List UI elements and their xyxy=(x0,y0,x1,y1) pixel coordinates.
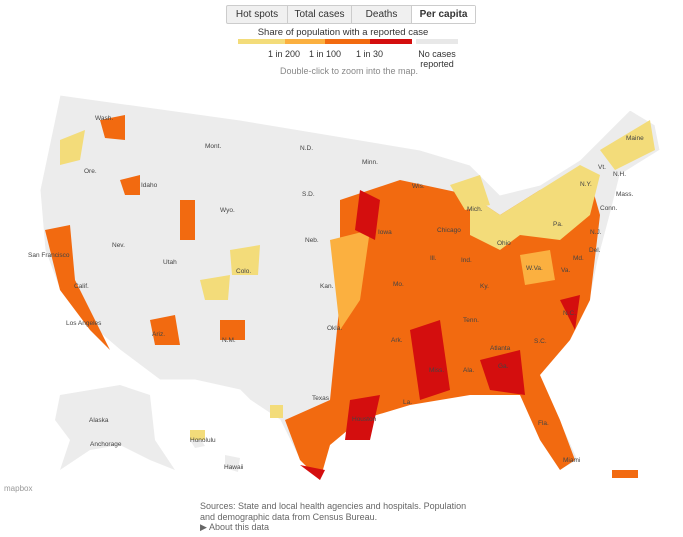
state-label: Calif. xyxy=(74,283,89,290)
state-label: Del. xyxy=(589,247,601,254)
attribution: mapbox xyxy=(4,484,33,493)
legend-swatch xyxy=(238,39,285,44)
light-orange-region xyxy=(330,230,555,330)
state-label: Mich. xyxy=(467,206,483,213)
state-label: Mo. xyxy=(393,281,404,288)
hint: Double-click to zoom into the map. xyxy=(279,66,419,76)
city-label: Honolulu xyxy=(190,437,216,444)
state-label: N.M. xyxy=(222,337,236,344)
state-label: Ariz. xyxy=(152,331,165,338)
state-label: Wyo. xyxy=(220,207,235,214)
state-label: S.D. xyxy=(302,191,315,198)
sources: Sources: State and local health agencies… xyxy=(200,501,467,522)
state-label: Ala. xyxy=(463,367,474,374)
city-label: Houston xyxy=(352,416,377,423)
state-label: Mass. xyxy=(616,191,634,198)
state-label: N.Y. xyxy=(580,181,592,188)
state-label: La. xyxy=(403,399,412,406)
city-label: Anchorage xyxy=(90,441,122,448)
state-label: Md. xyxy=(573,255,584,262)
state-label: Hawaii xyxy=(224,464,244,471)
tabs: Hot spots Total cases Deaths Per capita xyxy=(226,5,476,24)
state-label: N.J. xyxy=(590,229,602,236)
legend-label: 1 in 100 xyxy=(309,49,342,59)
state-label: Ky. xyxy=(480,283,489,290)
state-label: Ore. xyxy=(84,168,97,175)
city-label: San Francisco xyxy=(28,252,70,259)
legend-label: 1 in 30 xyxy=(356,49,384,59)
state-label: Minn. xyxy=(362,159,378,166)
state-label: S.C. xyxy=(534,338,547,345)
state-label: Neb. xyxy=(305,237,319,244)
state-label: Utah xyxy=(163,259,177,266)
state-label: Conn. xyxy=(600,205,618,212)
red-region xyxy=(300,190,580,480)
state-label: Alaska xyxy=(89,417,109,424)
state-label: Wis. xyxy=(412,183,425,190)
state-label: Va. xyxy=(561,267,570,274)
city-label: Atlanta xyxy=(490,345,511,352)
state-label: N.H. xyxy=(613,171,626,178)
state-label: Ill. xyxy=(430,255,437,262)
state-label: Idaho xyxy=(141,182,158,189)
state-label: Tenn. xyxy=(463,317,479,324)
state-label: N.C. xyxy=(563,310,576,317)
about-link[interactable]: ▶ About this data xyxy=(200,522,269,533)
puerto-rico xyxy=(612,470,638,478)
legend-label: No cases reported xyxy=(418,49,456,69)
state-label: Maine xyxy=(626,135,644,142)
state-label: Pa. xyxy=(553,221,563,228)
triangle: ▶ xyxy=(200,522,207,532)
tab[interactable]: Hot spots xyxy=(227,6,288,23)
tab[interactable]: Per capita xyxy=(412,6,475,23)
state-label: Texas xyxy=(312,395,330,402)
state-label: Okla. xyxy=(327,325,342,332)
city-label: Los Angeles xyxy=(66,320,102,327)
state-label: Colo. xyxy=(236,268,251,275)
tab[interactable]: Total cases xyxy=(288,6,352,23)
state-label: Iowa xyxy=(378,229,392,236)
state-label: Miss. xyxy=(429,367,444,374)
city-label: Chicago xyxy=(437,227,461,234)
legend-swatch xyxy=(370,39,412,44)
legend-title: Share of population with a reported case xyxy=(257,27,429,38)
map: Wash. Mont. N.D. Minn. Maine Ore. Idaho … xyxy=(28,94,661,481)
legend-swatch xyxy=(416,39,458,44)
state-label: Ohio xyxy=(497,240,511,247)
legend-label: 1 in 200 xyxy=(268,49,301,59)
state-label: W.Va. xyxy=(526,265,543,272)
west-patches xyxy=(45,115,245,350)
state-label: Nev. xyxy=(112,242,125,249)
about-text[interactable]: About this data xyxy=(208,522,269,532)
city-label: Miami xyxy=(563,457,580,464)
legend-swatch xyxy=(285,39,325,44)
state-label: Mont. xyxy=(205,143,221,150)
state-label: Ark. xyxy=(391,337,403,344)
state-label: Ind. xyxy=(461,257,472,264)
tab[interactable]: Deaths xyxy=(352,6,412,23)
yellow-region xyxy=(450,120,655,250)
state-label: Kan. xyxy=(320,283,334,290)
state-label: Ga. xyxy=(498,363,509,370)
legend-swatch xyxy=(325,39,370,44)
hawaii xyxy=(190,438,240,472)
state-label: Fla. xyxy=(538,420,549,427)
state-label: Vt. xyxy=(598,164,606,171)
alaska xyxy=(55,385,175,470)
state-label: Wash. xyxy=(95,115,113,122)
state-label: N.D. xyxy=(300,145,313,152)
